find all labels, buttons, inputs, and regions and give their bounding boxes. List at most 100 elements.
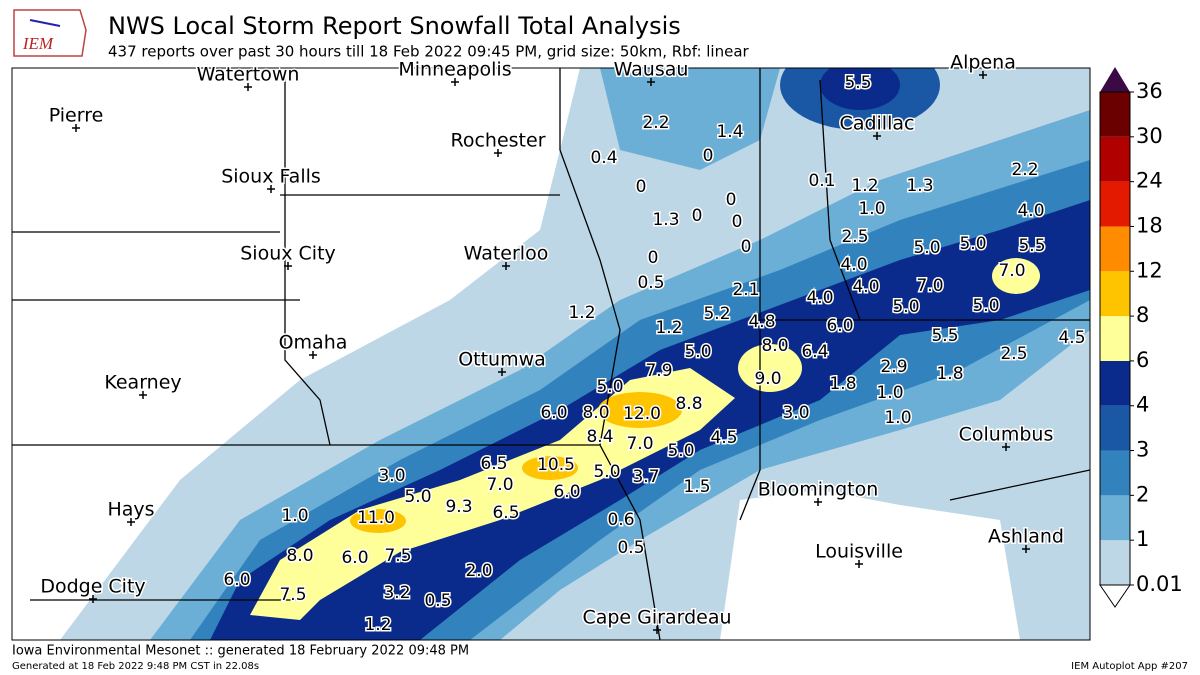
city-label: Sioux City — [240, 243, 336, 265]
report-value: 6.5 — [492, 503, 519, 523]
colorbar-tick-label: 3 — [1136, 438, 1149, 462]
report-value: 7.0 — [486, 475, 513, 495]
logo-text: IEM — [22, 34, 54, 53]
city-marker — [284, 262, 292, 270]
report-value: 5.5 — [931, 326, 958, 346]
city-marker — [494, 149, 502, 157]
report-value: 2.2 — [642, 113, 669, 133]
report-value: 0 — [636, 177, 647, 197]
city-label: Minneapolis — [398, 59, 511, 81]
report-value: 2.2 — [1011, 160, 1038, 180]
city-label: Cadillac — [840, 113, 915, 135]
colorbar-tick-label: 24 — [1136, 169, 1163, 193]
report-value: 5.0 — [892, 297, 919, 317]
city-marker — [1022, 545, 1030, 553]
report-value: 0 — [741, 237, 752, 257]
report-value: 1.8 — [829, 374, 856, 394]
report-value: 0.5 — [617, 538, 644, 558]
report-value: 8.0 — [761, 336, 788, 356]
city-marker — [127, 518, 135, 526]
city-label: Ashland — [988, 526, 1064, 548]
city-label: Bloomington — [758, 479, 879, 501]
colorbar-tick-label: 2 — [1136, 482, 1149, 506]
city-label: Pierre — [49, 105, 104, 127]
colorbar-tick-label: 1 — [1136, 527, 1149, 551]
colorbar-frame — [1099, 91, 1131, 586]
report-value: 9.0 — [754, 369, 781, 389]
report-value: 4.5 — [710, 428, 737, 448]
report-value: 0 — [648, 248, 659, 268]
colorbar-segment — [1100, 271, 1130, 317]
city-label: Hays — [107, 499, 154, 521]
report-value: 7.0 — [916, 276, 943, 296]
report-value: 1.2 — [364, 615, 391, 635]
title: NWS Local Storm Report Snowfall Total An… — [108, 12, 681, 40]
report-value: 2.5 — [1000, 344, 1027, 364]
report-value: 0.5 — [637, 273, 664, 293]
colorbar-segment — [1100, 92, 1130, 137]
colorbar-tick-label: 12 — [1136, 258, 1163, 282]
report-value: 2.9 — [880, 357, 907, 377]
snow-area — [600, 68, 780, 170]
report-value: 8.8 — [675, 394, 702, 414]
city-label: Sioux Falls — [221, 166, 321, 188]
city-marker — [647, 78, 655, 86]
colorbar-segment — [1100, 181, 1130, 227]
report-value: 5.5 — [1018, 236, 1045, 256]
report-value: 5.0 — [959, 234, 986, 254]
report-value: 2.1 — [732, 280, 759, 300]
colorbar-segment — [1100, 136, 1130, 182]
snow-area — [820, 68, 900, 110]
report-value: 0 — [732, 212, 743, 232]
colorbar-segment — [1100, 405, 1130, 451]
city-marker — [1002, 443, 1010, 451]
report-value: 5.0 — [404, 487, 431, 507]
colorbar-tick-label: 6 — [1136, 348, 1149, 372]
report-value: 5.5 — [844, 73, 871, 93]
colorbar-segment — [1100, 226, 1130, 272]
report-value: 3.7 — [632, 467, 659, 487]
city-marker — [979, 71, 987, 79]
map — [12, 68, 1090, 640]
report-value: 1.4 — [716, 122, 743, 142]
snow-area — [738, 344, 802, 392]
city-marker — [244, 83, 252, 91]
report-value: 1.2 — [655, 318, 682, 338]
colorbar-segment — [1100, 316, 1130, 361]
subtitle: 437 reports over past 30 hours till 18 F… — [108, 43, 750, 61]
report-value: 5.0 — [913, 238, 940, 258]
report-value: 6.0 — [826, 316, 853, 336]
report-value: 1.0 — [858, 199, 885, 219]
report-value: 5.0 — [684, 342, 711, 362]
city-label: Wausau — [614, 59, 689, 81]
report-value: 9.3 — [445, 497, 472, 517]
report-value: 1.5 — [683, 477, 710, 497]
no-snow-area — [720, 490, 1020, 640]
report-value: 4.8 — [748, 312, 775, 332]
report-value: 4.0 — [1017, 201, 1044, 221]
report-value: 7.5 — [384, 546, 411, 566]
report-value: 0.6 — [607, 510, 634, 530]
city-marker — [267, 185, 275, 193]
city-marker — [72, 124, 80, 132]
snow-area — [350, 509, 406, 533]
city-marker — [451, 78, 459, 86]
report-value: 4.5 — [1058, 328, 1085, 348]
report-value: 6.0 — [223, 570, 250, 590]
report-value: 7.0 — [626, 434, 653, 454]
report-value: 8.0 — [286, 546, 313, 566]
snow-area — [992, 258, 1040, 294]
report-value: 1.3 — [652, 210, 679, 230]
city-marker — [653, 626, 661, 634]
footer-text: Iowa Environmental Mesonet :: generated … — [12, 644, 469, 659]
report-value: 1.0 — [281, 506, 308, 526]
colorbar-tick-label: 8 — [1136, 303, 1149, 327]
city-marker — [814, 498, 822, 506]
report-value: 1.3 — [906, 176, 933, 196]
colorbar-tick-label: 0.01 — [1136, 572, 1183, 596]
report-value: 5.0 — [667, 441, 694, 461]
report-value: 8.0 — [582, 403, 609, 423]
